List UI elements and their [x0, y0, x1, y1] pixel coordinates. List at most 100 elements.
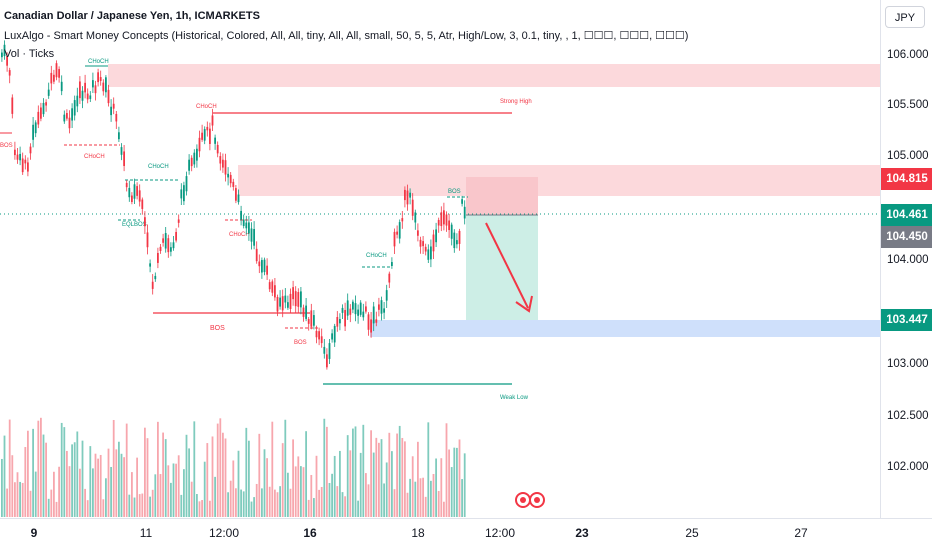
time-axis[interactable]: 9 11 12:00 16 18 12:00 23 25 27 [0, 518, 932, 551]
choch-label-5: CHoCH [366, 253, 387, 259]
candle-body [227, 173, 229, 178]
candle-body [53, 74, 55, 82]
time-label: 27 [794, 526, 808, 540]
volume-bar [131, 472, 133, 517]
candle-body [185, 176, 188, 192]
candle-body [97, 72, 99, 83]
candle-body [242, 219, 245, 226]
candle-body [318, 331, 320, 340]
candle-body [16, 154, 19, 160]
volume-bar [190, 481, 193, 517]
candle-body [21, 158, 24, 173]
volume-bar [263, 449, 266, 517]
projection-arrow[interactable] [485, 222, 533, 313]
currency-button[interactable]: JPY [885, 6, 925, 28]
candle-body [209, 128, 211, 144]
volume-bar [203, 461, 206, 517]
candle-body [258, 261, 261, 267]
volume-bar [385, 462, 388, 517]
volume-bar [365, 473, 367, 517]
volume-bar [164, 439, 167, 517]
candle-body [138, 190, 141, 202]
candle-body [346, 300, 349, 316]
volume-bar [463, 453, 466, 517]
candles [1, 40, 466, 370]
volume-bar [81, 440, 84, 517]
candle-body [263, 259, 266, 273]
candle-body [411, 199, 414, 216]
chart-pane[interactable]: Strong High Weak Low BOS BOS BOS BOS CHo… [0, 0, 880, 518]
candle-body [198, 137, 201, 152]
volume-bar [149, 496, 151, 517]
volume-bar [300, 466, 302, 517]
volume-bar [73, 442, 76, 517]
candle-body [196, 148, 198, 161]
volume-bar [144, 427, 146, 517]
price-axis[interactable]: JPY 106.000 105.500 105.000 104.000 103.… [880, 0, 932, 518]
volume-bar [112, 419, 115, 517]
candle-body [370, 319, 372, 333]
candle-body [175, 231, 177, 241]
choch-label-2: CHoCH [84, 154, 105, 160]
candle-body [274, 285, 276, 298]
candle-body [289, 293, 292, 309]
supply-zone-top [108, 64, 880, 87]
volume-bar [1, 458, 3, 517]
candle-body [177, 219, 180, 223]
volume-legend[interactable]: Vol · Ticks [4, 48, 55, 60]
volume-bar [86, 500, 89, 517]
volume-bar [398, 425, 401, 517]
volume-bar [406, 492, 409, 517]
price-tick: 105.500 [887, 99, 929, 111]
volume-bar [281, 443, 284, 517]
candle-body [170, 247, 172, 252]
volume-bar [456, 447, 458, 517]
volume-bar [170, 482, 172, 517]
candle-body [105, 77, 107, 93]
volume-bar [359, 452, 362, 517]
candle-body [300, 291, 302, 308]
volume-bar [401, 437, 404, 517]
volume-bar [107, 448, 110, 517]
candle-body [201, 132, 203, 140]
symbol-title[interactable]: Canadian Dollar / Japanese Yen, 1h, ICMA… [4, 10, 260, 22]
candle-body [216, 144, 219, 154]
candle-body [118, 132, 120, 140]
volume-bar [99, 454, 102, 517]
candle-body [414, 212, 417, 223]
candle-body [73, 100, 76, 116]
candle-body [123, 151, 125, 167]
price-tick: 106.000 [887, 49, 929, 61]
volume-bar [287, 472, 289, 517]
candle-body [128, 187, 131, 198]
volume-bar [97, 458, 99, 517]
choch-label-6: CHoCH [196, 104, 217, 110]
volume-bar [242, 491, 245, 517]
candle-body [99, 77, 102, 81]
candle-body [333, 325, 336, 343]
volume-bar [250, 501, 253, 517]
replay-eyes-icon[interactable] [515, 489, 545, 511]
volume-bar [235, 488, 237, 517]
volume-bar [430, 480, 432, 517]
volume-bar [16, 472, 19, 517]
candle-body [404, 189, 406, 201]
volume-bar [58, 466, 60, 517]
candle-body [365, 306, 367, 312]
volume-bar [3, 435, 6, 517]
volume-bar [458, 439, 461, 517]
volume-bar [404, 441, 406, 517]
volume-bar [68, 466, 71, 517]
candle-body [144, 217, 146, 227]
candle-body [183, 185, 185, 202]
chart-canvas[interactable]: Strong High Weak Low BOS BOS BOS BOS CHo… [0, 0, 880, 518]
candle-body [432, 234, 435, 252]
volume-bars [1, 417, 466, 517]
candle-body [445, 214, 448, 226]
candle-body [253, 229, 255, 246]
indicator-legend[interactable]: LuxAlgo - Smart Money Concepts (Historic… [4, 30, 689, 42]
volume-bar [175, 463, 177, 517]
candle-body [341, 307, 344, 313]
candle-body [164, 233, 167, 249]
volume-bar [315, 455, 318, 517]
